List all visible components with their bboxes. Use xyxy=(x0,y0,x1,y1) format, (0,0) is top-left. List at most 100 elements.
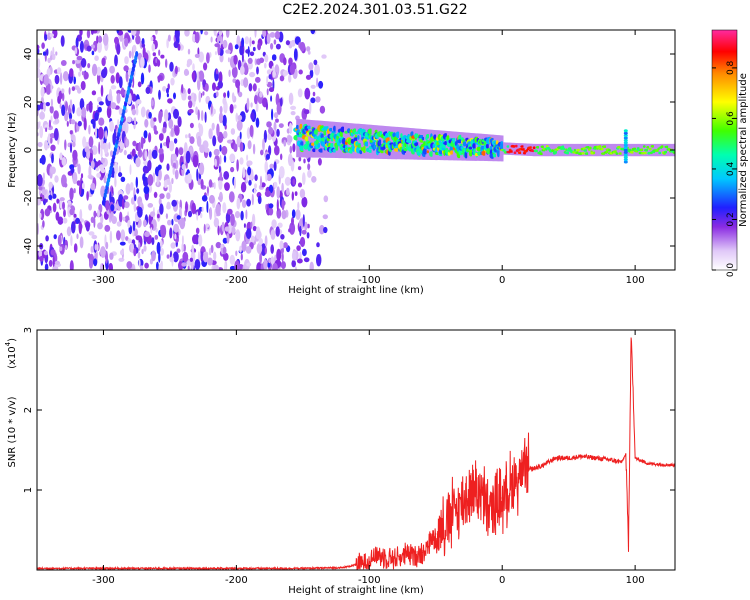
heatmap-cell xyxy=(238,91,243,98)
heatmap-cell xyxy=(76,233,79,240)
heatmap-cell xyxy=(220,244,224,249)
heatmap-cell xyxy=(84,146,90,153)
heatmap-cell xyxy=(70,119,76,125)
heatmap-cell xyxy=(192,234,198,245)
heatmap-cell xyxy=(225,30,230,38)
heatmap-cell xyxy=(41,42,45,49)
heatmap-cell xyxy=(259,91,263,98)
heatmap-cell xyxy=(166,38,169,49)
heatmap-cell xyxy=(203,147,210,153)
heatmap-cell xyxy=(572,151,576,154)
heatmap-cell xyxy=(206,200,209,213)
heatmap-cell xyxy=(515,143,517,156)
heatmap-cell xyxy=(308,119,310,158)
heatmap-cell xyxy=(150,227,153,234)
heatmap-cell xyxy=(245,246,252,254)
heatmap-cell xyxy=(70,167,75,174)
heatmap-cell xyxy=(452,137,456,144)
heatmap-cell xyxy=(101,68,107,79)
heatmap-cell xyxy=(243,77,249,88)
heatmap-cell xyxy=(197,77,201,91)
heatmap-cell xyxy=(295,209,301,220)
heatmap-cell xyxy=(539,152,544,155)
heatmap-cell xyxy=(596,143,598,157)
heatmap-cell xyxy=(92,119,96,129)
heatmap-cell xyxy=(197,109,200,121)
heatmap-cell xyxy=(319,105,326,114)
heatmap-cell xyxy=(76,180,82,186)
heatmap-cell xyxy=(167,34,171,42)
heatmap-cell xyxy=(188,133,191,139)
heatmap-cell xyxy=(97,106,102,113)
heatmap-cell xyxy=(310,97,316,104)
heatmap-cell xyxy=(605,150,609,154)
heatmap-cell xyxy=(194,31,200,44)
heatmap-cell xyxy=(241,37,245,48)
heatmap-cell xyxy=(91,50,95,56)
heatmap-cell xyxy=(301,229,307,235)
heatmap-cell xyxy=(76,55,83,61)
heatmap-cell xyxy=(81,106,87,118)
snr-multiplier-base: (x10 xyxy=(7,346,18,369)
svg-text:(x104): (x104) xyxy=(4,338,18,369)
heatmap-cell xyxy=(247,140,252,150)
heatmap-cell xyxy=(104,130,108,140)
chart-title: C2E2.2024.301.03.51.G22 xyxy=(282,2,468,18)
heatmap-cell xyxy=(160,225,167,238)
heatmap-cell xyxy=(72,171,78,185)
heatmap-cell xyxy=(312,148,316,153)
heatmap-cell xyxy=(623,136,628,140)
heatmap-cell xyxy=(409,128,412,160)
heatmap-cell xyxy=(53,234,57,240)
heatmap-cell xyxy=(106,105,112,119)
heatmap-cell xyxy=(315,96,321,103)
heatmap-cell xyxy=(567,147,573,150)
heatmap-cell xyxy=(88,165,92,178)
heatmap-cell xyxy=(218,196,223,201)
heatmap-cell xyxy=(200,251,204,262)
snr-point xyxy=(475,485,477,487)
heatmap-cell xyxy=(39,111,45,120)
heatmap-cell xyxy=(116,230,121,241)
heatmap-cell xyxy=(119,241,126,246)
heatmap-cell xyxy=(257,195,262,205)
heatmap-cell xyxy=(150,36,154,42)
heatmap-cell xyxy=(48,259,53,267)
heatmap-cell xyxy=(208,128,213,140)
heatmap-cell xyxy=(141,43,146,48)
heatmap-cell xyxy=(239,45,244,56)
heatmap-cell xyxy=(647,143,650,157)
heatmap-cell xyxy=(212,135,217,147)
heatmap-cell xyxy=(463,132,466,161)
heatmap-cell xyxy=(40,154,46,165)
heatmap-cell xyxy=(45,102,50,107)
heatmap-cell xyxy=(123,149,127,156)
heatmap-cell xyxy=(330,142,335,149)
heatmap-cell xyxy=(133,247,137,257)
heatmap-cell xyxy=(616,143,619,157)
heatmap-cell xyxy=(39,125,44,139)
heatmap-cell xyxy=(77,87,82,94)
heatmap-cell xyxy=(218,179,223,190)
heatmap-cell xyxy=(213,264,219,270)
heatmap-cell xyxy=(114,36,119,45)
heatmap-cell xyxy=(59,102,62,109)
heatmap-cell xyxy=(148,149,153,161)
heatmap-cell xyxy=(201,206,204,212)
heatmap-cell xyxy=(312,91,316,97)
heatmap-cell xyxy=(271,54,277,61)
heatmap-cell xyxy=(130,30,137,36)
heatmap-cell xyxy=(229,254,235,265)
heatmap-cell xyxy=(281,252,284,262)
heatmap-cell xyxy=(233,54,238,65)
heatmap-cell xyxy=(213,148,220,156)
heatmap-cell xyxy=(268,87,275,93)
heatmap-cell xyxy=(227,208,233,215)
heatmap-cell xyxy=(141,248,144,255)
heatmap-cell xyxy=(165,213,168,219)
heatmap-cell xyxy=(268,258,271,264)
heatmap-cell xyxy=(212,82,216,91)
heatmap-cell xyxy=(222,202,227,214)
heatmap-cell xyxy=(118,172,123,178)
heatmap-cell xyxy=(130,182,134,191)
